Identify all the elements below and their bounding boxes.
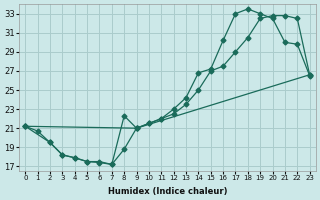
X-axis label: Humidex (Indice chaleur): Humidex (Indice chaleur)	[108, 187, 227, 196]
